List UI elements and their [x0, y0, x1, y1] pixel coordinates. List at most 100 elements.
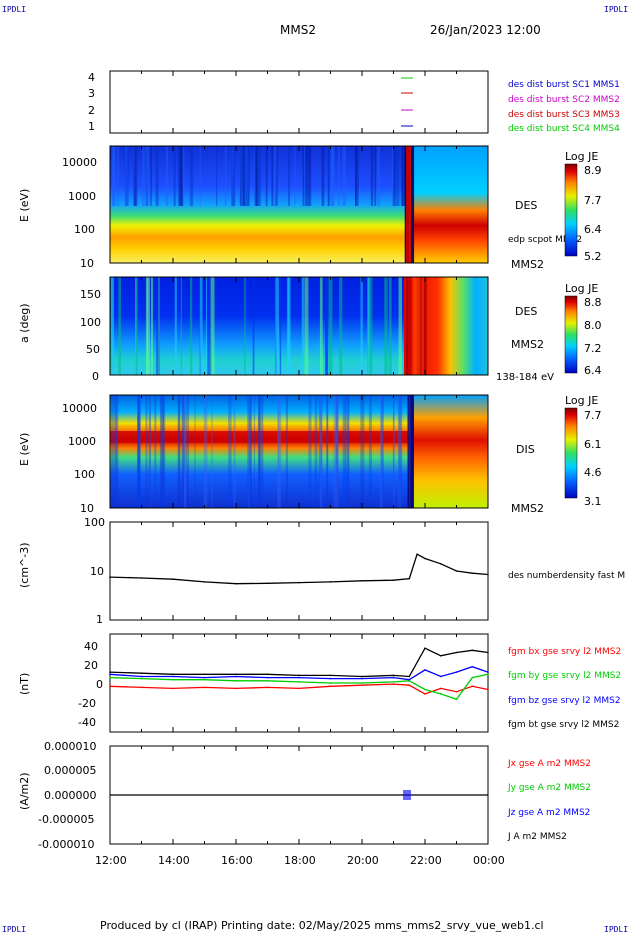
- p3-ytick-150: 150: [80, 288, 101, 301]
- des-energy-stripes: [112, 146, 415, 263]
- spectrogram-stripe: [181, 395, 185, 508]
- spectrogram-stripe: [145, 146, 150, 206]
- bfield-line: [109, 666, 489, 681]
- p2-label-mms2: MMS2: [511, 258, 544, 271]
- spectrogram-stripe: [336, 395, 339, 508]
- bfield-point: [109, 685, 111, 688]
- panel-des-energy: 10000 1000 100 10 E (eV) DES edp scpot M…: [18, 145, 602, 271]
- spectrogram-stripe: [275, 146, 278, 206]
- p4-label-dis: DIS: [516, 443, 535, 456]
- density-point: [471, 572, 474, 574]
- spectrogram-stripe: [148, 395, 151, 508]
- spectrogram-stripe: [423, 277, 427, 375]
- des-energy-sheath: [410, 146, 488, 263]
- spectrogram-stripe: [205, 277, 207, 375]
- bfield-line: [109, 673, 489, 701]
- p3-label-mms2: MMS2: [511, 338, 544, 351]
- bfield-point: [203, 676, 206, 679]
- bfield-point: [235, 675, 237, 678]
- spectrogram-stripe: [156, 277, 160, 375]
- spectrogram-stripe: [410, 395, 414, 508]
- spectrogram-stripe: [308, 146, 310, 206]
- spectrogram-stripe: [134, 146, 136, 206]
- cbar2-tick-0: 8.8: [584, 296, 602, 309]
- p4-label-mms2: MMS2: [511, 502, 544, 515]
- spectrogram-stripe: [257, 395, 261, 508]
- bfield-point: [266, 676, 269, 679]
- spectrogram-stripe: [308, 395, 312, 508]
- p5-ytick-10: 10: [90, 565, 104, 578]
- xtick-1200: 12:00: [95, 854, 127, 867]
- spectrogram-stripe: [330, 146, 334, 206]
- spectrogram-stripe: [183, 395, 186, 508]
- cbar3-tick-3: 3.1: [584, 495, 602, 508]
- spectrogram-stripe: [398, 277, 402, 375]
- legend-jy: Jy gse A m2 MMS2: [507, 783, 591, 793]
- spectrogram-stripe: [344, 395, 349, 508]
- density-point: [140, 577, 143, 579]
- bfield-point: [361, 682, 363, 684]
- spectrogram-stripe: [404, 146, 407, 263]
- spectrogram-stripe: [406, 146, 409, 263]
- bfield-point: [266, 673, 269, 676]
- bfield-point: [298, 674, 300, 677]
- corner-mark-tr: IPDLI: [604, 5, 628, 14]
- spectrogram-stripe: [254, 146, 258, 206]
- p3-ytick-50: 50: [86, 343, 100, 356]
- p7-ylabel: (A/m2): [18, 772, 31, 810]
- spectrogram-stripe: [257, 146, 261, 206]
- spectrogram-stripe: [189, 146, 194, 206]
- spectrogram-stripe: [190, 277, 193, 375]
- spectrogram-stripe: [162, 395, 164, 508]
- cbar2-title: Log JE: [565, 282, 598, 295]
- bfield-point: [298, 681, 300, 683]
- spectrogram-stripe: [304, 146, 309, 206]
- spectrogram-stripe: [137, 395, 141, 508]
- spectrogram-stripe: [150, 146, 152, 206]
- spectrogram-stripe: [395, 146, 400, 206]
- spectrogram-stripe: [355, 146, 359, 206]
- spectrogram-stripe: [360, 277, 363, 375]
- spectrogram-stripe: [285, 395, 288, 508]
- spectrogram-stripe: [273, 146, 277, 206]
- density-point: [361, 580, 363, 582]
- spectrogram-stripe: [271, 146, 274, 206]
- spectrogram-stripe: [138, 395, 141, 508]
- bfield-point: [440, 687, 442, 690]
- spectrogram-stripe: [133, 146, 137, 206]
- spectrogram-stripe: [288, 277, 291, 375]
- cbar2-tick-1: 8.0: [584, 319, 602, 332]
- density-point: [487, 573, 489, 576]
- density-point: [455, 570, 458, 572]
- spectrogram-stripe: [117, 146, 120, 206]
- footer-text: Produced by cl (IRAP) Printing date: 02/…: [100, 919, 544, 932]
- legend-sc3: des dist burst SC3 MMS3: [508, 110, 620, 120]
- spectrogram-stripe: [149, 395, 151, 508]
- panel-dis-energy: 10000 1000 100 10 E (eV) DIS MMS2 Log JE…: [18, 394, 602, 515]
- bfield-point: [203, 673, 206, 676]
- bfield-point: [392, 676, 395, 679]
- spectrogram-stripe: [393, 146, 396, 206]
- spectrogram-stripe: [327, 146, 330, 206]
- density-series: [109, 553, 489, 585]
- spectrogram-stripe: [407, 395, 411, 508]
- spectrogram-stripe: [118, 277, 121, 375]
- bfield-point: [172, 673, 174, 676]
- panel-ticks: [109, 71, 489, 844]
- spectrogram-stripe: [256, 146, 259, 206]
- bfield-point: [487, 673, 489, 676]
- spectrogram-stripe: [160, 395, 165, 508]
- bfield-point: [203, 686, 206, 689]
- bfield-series: [109, 647, 489, 701]
- dis-ion-beam: [110, 431, 408, 443]
- bfield-point: [235, 687, 237, 690]
- spectrogram-stripe: [137, 395, 140, 508]
- spectrogram-stripe: [391, 146, 394, 206]
- spectrogram-stripe: [137, 395, 140, 508]
- spectrogram-stripe: [398, 395, 403, 508]
- spectrogram-stripe: [388, 277, 392, 375]
- bfield-point: [408, 684, 411, 686]
- current-burst: [403, 790, 411, 800]
- spectrogram-stripe: [309, 146, 312, 206]
- spectrogram-stripe: [182, 395, 184, 508]
